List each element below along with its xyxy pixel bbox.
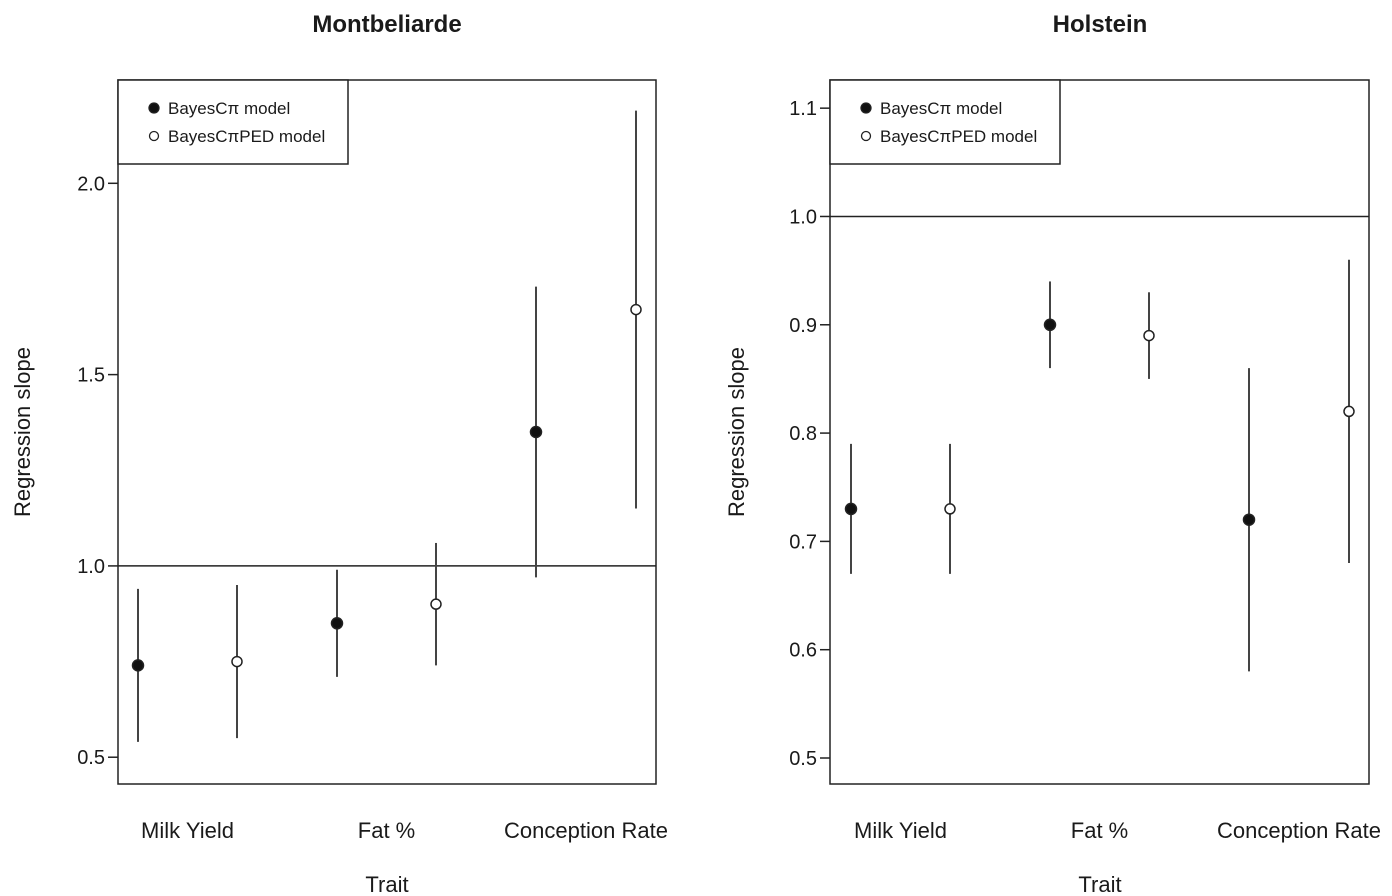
x-axis-label: Trait (1078, 872, 1121, 896)
legend-marker-filled (148, 102, 160, 114)
x-category-label: Milk Yield (854, 818, 947, 843)
legend-label: BayesCπ model (880, 99, 1002, 118)
chart-title: Holstein (1053, 11, 1148, 38)
point-bayescpiped (630, 303, 642, 316)
y-tick-label: 0.9 (789, 315, 817, 337)
chart-title: Montbeliarde (312, 11, 461, 38)
point-bayescpiped (1343, 405, 1355, 418)
y-tick-label: 0.8 (789, 423, 817, 445)
y-tick-label: 0.5 (77, 747, 105, 769)
point-bayescpiped (944, 503, 956, 515)
y-tick-label: 1.5 (77, 365, 105, 387)
legend-marker-filled (860, 102, 872, 114)
point-bayescpiped (231, 655, 243, 668)
point-bayescpi (529, 425, 543, 439)
y-axis-label: Regression slope (724, 347, 749, 517)
point-bayescpi (1043, 318, 1057, 332)
y-tick-label: 1.0 (789, 206, 817, 228)
legend-label: BayesCπ model (168, 99, 290, 118)
legend-label: BayesCπPED model (168, 127, 325, 146)
plot-frame (829, 79, 1370, 785)
point-bayescpi (1242, 513, 1256, 526)
point-bayescpi (844, 502, 858, 516)
y-tick-label: 0.6 (789, 640, 817, 662)
legend-box (829, 79, 1061, 165)
y-tick-label: 2.0 (77, 173, 105, 195)
point-bayescpiped (430, 598, 442, 610)
legend-box (117, 79, 349, 165)
x-category-label: Conception Rate (1217, 818, 1381, 843)
point-bayescpiped (1143, 329, 1155, 342)
y-tick-label: 0.5 (789, 748, 817, 770)
x-axis-label: Trait (365, 872, 408, 896)
plot-frame (117, 79, 657, 785)
point-bayescpi (131, 659, 145, 672)
y-tick-label: 0.7 (789, 531, 817, 553)
y-tick-label: 1.0 (77, 556, 105, 578)
legend-label: BayesCπPED model (880, 127, 1037, 146)
legend-marker-open (860, 130, 872, 142)
x-category-label: Milk Yield (141, 818, 234, 843)
point-bayescpi (330, 617, 344, 630)
x-category-label: Fat % (358, 818, 415, 843)
x-category-label: Fat % (1071, 818, 1128, 843)
y-tick-label: 1.1 (789, 98, 817, 120)
y-axis-label: Regression slope (10, 347, 35, 517)
legend-marker-open (148, 130, 160, 142)
x-category-label: Conception Rate (504, 818, 668, 843)
